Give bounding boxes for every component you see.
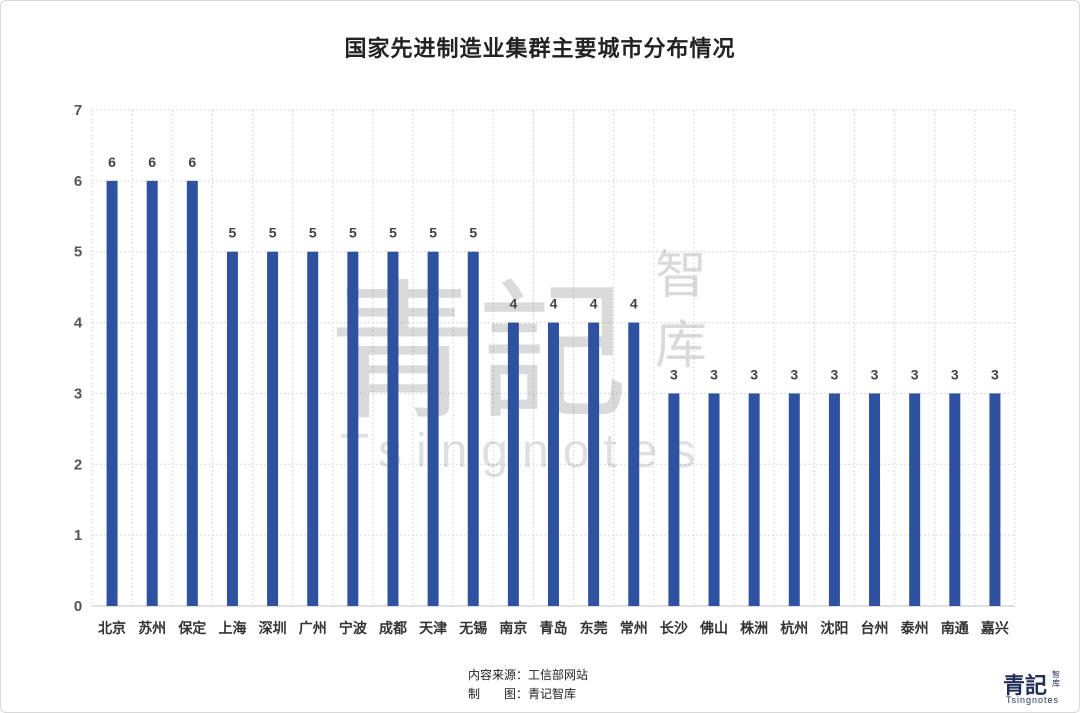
data-label: 3 bbox=[750, 366, 758, 382]
watermark-side-1: 智 bbox=[655, 246, 707, 306]
data-label: 5 bbox=[269, 225, 277, 241]
x-tick-label: 天津 bbox=[419, 620, 447, 637]
x-tick-label: 台州 bbox=[861, 620, 889, 637]
bar bbox=[989, 393, 1001, 606]
x-tick-label: 泰州 bbox=[900, 620, 929, 637]
data-label: 3 bbox=[670, 366, 678, 382]
x-tick-label: 青岛 bbox=[540, 620, 568, 637]
source-note: 内容来源：工信部网站 bbox=[468, 668, 589, 682]
x-tick-label: 深圳 bbox=[259, 620, 287, 637]
x-tick-label: 南京 bbox=[499, 620, 527, 637]
y-tick-label: 4 bbox=[74, 315, 83, 332]
x-tick-label: 佛山 bbox=[699, 620, 728, 637]
x-tick-label: 宁波 bbox=[339, 620, 368, 637]
data-label: 6 bbox=[188, 154, 196, 170]
bar bbox=[507, 322, 519, 606]
data-label: 4 bbox=[550, 296, 558, 312]
bar bbox=[949, 393, 961, 606]
bar bbox=[828, 393, 840, 606]
data-label: 3 bbox=[831, 366, 839, 382]
data-label: 5 bbox=[349, 225, 357, 241]
bar bbox=[708, 393, 720, 606]
x-tick-label: 沈阳 bbox=[820, 620, 848, 637]
x-tick-label: 上海 bbox=[218, 620, 246, 637]
data-label: 5 bbox=[469, 225, 477, 241]
bar bbox=[588, 322, 600, 606]
data-label: 5 bbox=[389, 225, 397, 241]
bar bbox=[106, 180, 118, 606]
logo-main-text: 青記 bbox=[1003, 673, 1048, 699]
data-label: 4 bbox=[630, 296, 638, 312]
credits: 内容来源：工信部网站制 图：青记智库 bbox=[468, 666, 588, 704]
logo-side-text: 智库 bbox=[1052, 670, 1060, 688]
data-label: 4 bbox=[590, 296, 598, 312]
bar bbox=[226, 251, 238, 606]
y-tick-label: 1 bbox=[74, 527, 82, 544]
watermark-side-2: 库 bbox=[655, 316, 707, 376]
bar bbox=[427, 251, 439, 606]
x-tick-label: 保定 bbox=[177, 620, 206, 637]
brand-logo: 青記 智库 Tsingnotes bbox=[1003, 668, 1073, 708]
bar bbox=[548, 322, 559, 606]
bar bbox=[307, 251, 319, 606]
data-label: 3 bbox=[790, 366, 798, 382]
bars bbox=[106, 180, 1001, 606]
x-tick-label: 成都 bbox=[379, 620, 407, 637]
data-label: 4 bbox=[509, 296, 517, 312]
x-tick-label: 南通 bbox=[941, 620, 969, 637]
bar bbox=[186, 180, 198, 606]
data-label: 5 bbox=[229, 225, 237, 241]
data-label: 3 bbox=[911, 366, 919, 382]
bar bbox=[909, 393, 921, 606]
y-tick-label: 6 bbox=[74, 173, 82, 190]
data-labels: 6 6 6 5 5 5 5 5 5 5 4 4 4 4 3 3 3 3 3 3 3 3 3 bbox=[108, 154, 999, 383]
data-label: 3 bbox=[991, 366, 999, 382]
gridlines bbox=[91, 109, 1016, 607]
bar bbox=[668, 393, 680, 606]
bar bbox=[628, 322, 640, 606]
bar bbox=[347, 251, 359, 606]
y-tick-label: 3 bbox=[74, 385, 82, 402]
bar bbox=[267, 251, 279, 606]
data-label: 3 bbox=[871, 366, 879, 382]
bar bbox=[467, 251, 479, 606]
x-tick-label: 长沙 bbox=[660, 620, 688, 637]
x-tick-label: 苏州 bbox=[138, 620, 166, 637]
chart-title: 国家先进制造业集群主要城市分布情况 bbox=[344, 37, 736, 62]
x-axis-labels: 北京 苏州 保定 上海 深圳 广州 宁波 成都 天津 无锡 南京 青岛 东莞 常州 长沙 佛山 株洲 杭州 沈阳 台州… bbox=[98, 620, 1009, 637]
bar bbox=[387, 251, 399, 606]
y-tick-label: 2 bbox=[74, 456, 82, 473]
x-tick-label: 无锡 bbox=[458, 620, 487, 637]
x-tick-label: 嘉兴 bbox=[980, 620, 1009, 637]
x-tick-label: 东莞 bbox=[580, 620, 608, 637]
maker-note: 制 图：青记智库 bbox=[468, 687, 577, 701]
y-tick-label: 0 bbox=[74, 598, 82, 615]
bar bbox=[146, 180, 158, 606]
x-tick-label: 广州 bbox=[299, 620, 327, 637]
data-label: 5 bbox=[429, 225, 437, 241]
logo-latin-text: Tsingnotes bbox=[1006, 695, 1060, 705]
y-tick-label: 7 bbox=[74, 102, 82, 119]
y-axis-labels: 0 1 2 3 4 5 6 7 bbox=[74, 102, 83, 615]
data-label: 3 bbox=[710, 366, 718, 382]
data-label: 6 bbox=[148, 154, 156, 170]
bar bbox=[748, 393, 760, 606]
data-label: 5 bbox=[309, 225, 317, 241]
data-label: 6 bbox=[108, 154, 116, 170]
bar bbox=[788, 393, 800, 606]
x-tick-label: 北京 bbox=[98, 620, 126, 637]
data-label: 3 bbox=[951, 366, 959, 382]
bar bbox=[869, 393, 881, 606]
x-tick-label: 杭州 bbox=[780, 620, 808, 637]
x-tick-label: 株洲 bbox=[740, 620, 768, 637]
y-tick-label: 5 bbox=[74, 244, 82, 261]
x-tick-label: 常州 bbox=[620, 620, 648, 637]
